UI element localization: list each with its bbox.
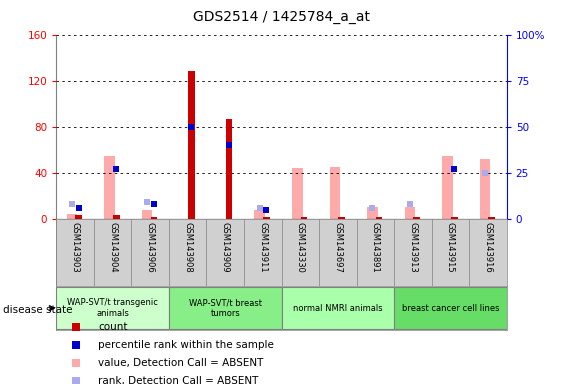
Text: breast cancer cell lines: breast cancer cell lines — [401, 304, 499, 313]
Bar — [104, 156, 115, 219]
Bar — [329, 167, 340, 219]
Bar — [113, 215, 120, 219]
Bar — [292, 168, 302, 219]
Text: GSM143908: GSM143908 — [183, 222, 192, 273]
Bar — [338, 217, 345, 219]
Text: count: count — [99, 322, 128, 332]
Bar — [451, 217, 458, 219]
Text: WAP-SVT/t breast
tumors: WAP-SVT/t breast tumors — [189, 298, 262, 318]
Text: GSM143913: GSM143913 — [408, 222, 417, 273]
Bar — [376, 217, 382, 219]
Text: normal NMRI animals: normal NMRI animals — [293, 304, 383, 313]
Bar — [188, 71, 195, 219]
Bar — [75, 215, 82, 219]
Bar — [367, 207, 378, 219]
Bar — [394, 287, 507, 329]
Text: rank, Detection Call = ABSENT: rank, Detection Call = ABSENT — [99, 376, 259, 384]
Text: GSM143915: GSM143915 — [446, 222, 455, 273]
Bar — [56, 287, 169, 329]
Bar — [150, 217, 157, 219]
Text: GSM143903: GSM143903 — [70, 222, 79, 273]
Text: GSM143904: GSM143904 — [108, 222, 117, 273]
Bar — [169, 287, 282, 329]
Bar — [254, 210, 265, 219]
Text: disease state: disease state — [3, 305, 72, 315]
Bar — [442, 156, 453, 219]
Bar — [263, 217, 270, 219]
Bar — [405, 207, 415, 219]
Text: GSM143891: GSM143891 — [371, 222, 380, 273]
Text: GSM143909: GSM143909 — [221, 222, 230, 273]
Bar — [413, 217, 420, 219]
Text: percentile rank within the sample: percentile rank within the sample — [99, 340, 274, 350]
Text: WAP-SVT/t transgenic
animals: WAP-SVT/t transgenic animals — [67, 298, 158, 318]
Bar — [488, 217, 495, 219]
Text: value, Detection Call = ABSENT: value, Detection Call = ABSENT — [99, 358, 264, 368]
Text: GSM143697: GSM143697 — [333, 222, 342, 273]
Text: GDS2514 / 1425784_a_at: GDS2514 / 1425784_a_at — [193, 10, 370, 23]
Text: GSM143330: GSM143330 — [296, 222, 305, 273]
Bar — [480, 159, 490, 219]
Bar — [282, 287, 394, 329]
Text: GSM143911: GSM143911 — [258, 222, 267, 273]
Bar — [226, 119, 233, 219]
Bar — [67, 214, 77, 219]
Text: GSM143906: GSM143906 — [146, 222, 155, 273]
Bar — [301, 217, 307, 219]
Text: GSM143916: GSM143916 — [484, 222, 493, 273]
Bar — [142, 210, 153, 219]
